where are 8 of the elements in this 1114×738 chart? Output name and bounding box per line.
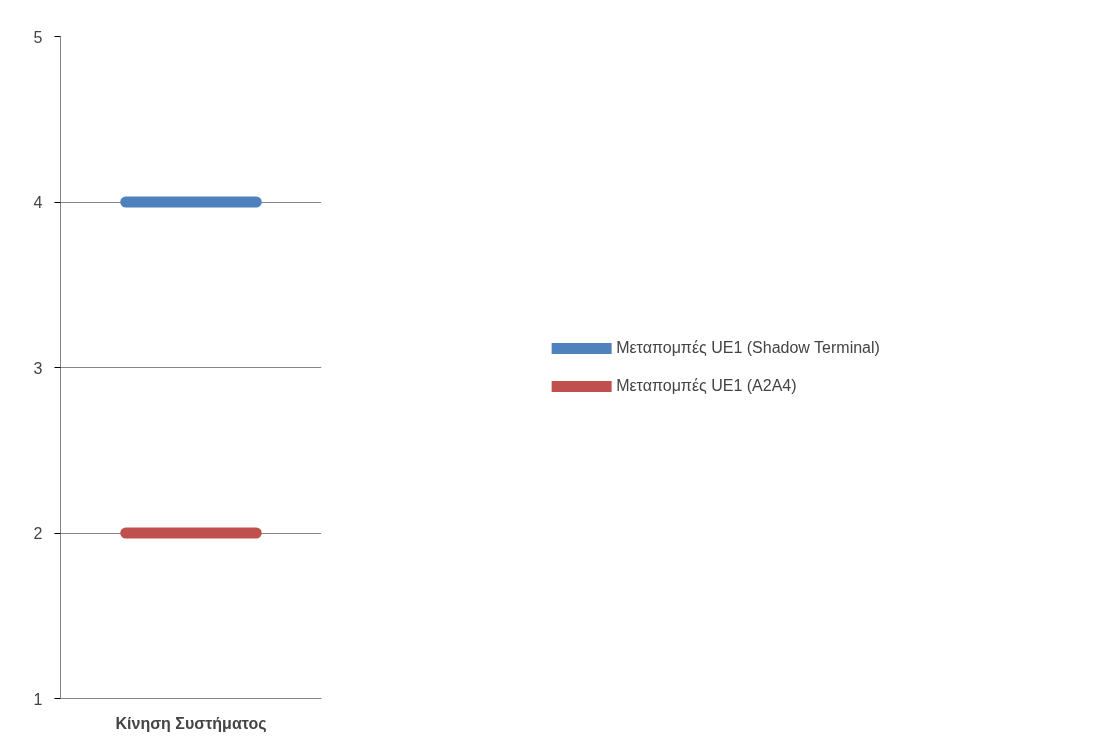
legend-label: Μεταπομπές UE1 (Shadow Terminal) (616, 339, 880, 357)
y-tick-label: 3 (33, 359, 43, 377)
y-tick-label: 2 (33, 525, 43, 542)
legend-label: Μεταπομπές UE1 (A2A4) (616, 377, 797, 395)
x-axis-title: Κίνηση Συστήματος (115, 714, 267, 733)
y-tick-label: 1 (33, 690, 43, 708)
y-tick-label: 5 (33, 28, 43, 46)
y-tick-label: 4 (33, 194, 43, 211)
